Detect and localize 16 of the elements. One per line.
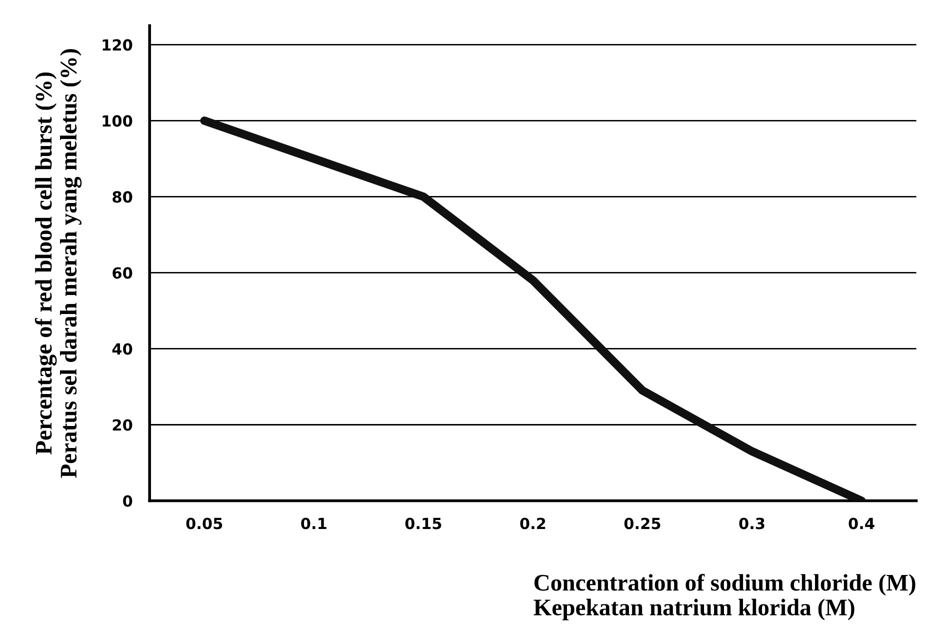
x-tick-label: 0.3 — [739, 518, 764, 530]
y-axis-title: Percentage of red blood cell burst (%) Peratus sel darah merah yang meletus (%) — [34, 49, 82, 478]
x-tick-label: 0.1 — [301, 518, 326, 530]
y-tick-label: 40 — [112, 343, 132, 355]
x-tick-label: 0.25 — [624, 518, 660, 530]
x-tick-label: 0.15 — [405, 518, 442, 530]
y-tick-label: 120 — [102, 39, 132, 51]
y-tick-label: 60 — [112, 267, 132, 279]
x-tick-label: 0.2 — [520, 518, 546, 530]
y-tick-label: 80 — [112, 191, 132, 203]
y-tick-label: 20 — [112, 419, 132, 431]
x-axis-title: Concentration of sodium chloride (M) Kepekatan natrium klorida (M) — [534, 574, 916, 620]
y-tick-label: 0 — [123, 495, 132, 507]
x-tick-label: 0.05 — [186, 518, 222, 530]
y-tick-label: 100 — [102, 115, 132, 127]
x-tick-label: 0.4 — [848, 518, 874, 530]
